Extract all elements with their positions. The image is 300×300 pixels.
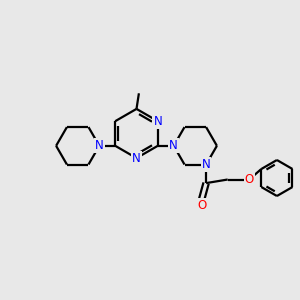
Text: N: N bbox=[95, 139, 104, 152]
Text: N: N bbox=[169, 139, 178, 152]
Text: O: O bbox=[245, 173, 254, 186]
Text: N: N bbox=[132, 152, 141, 165]
Text: O: O bbox=[197, 199, 206, 212]
Text: N: N bbox=[202, 158, 211, 171]
Text: N: N bbox=[153, 115, 162, 128]
